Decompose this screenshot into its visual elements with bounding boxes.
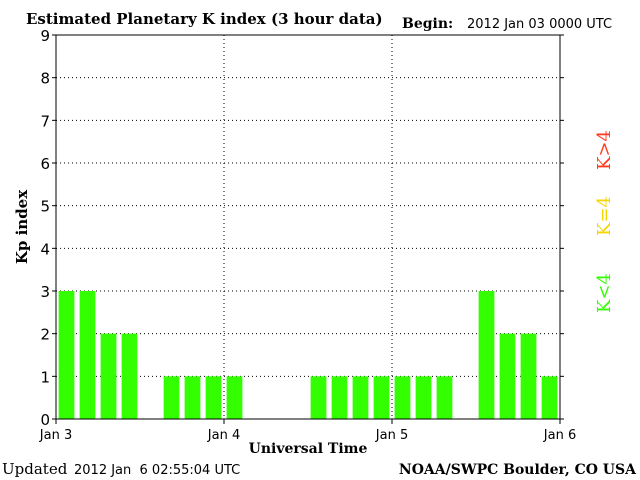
begin-label: Begin: [402,16,453,32]
y-tick-label: 7 [40,112,50,130]
y-tick-label: 5 [40,198,50,216]
kp-bar [310,376,327,419]
legend-k-greater-4: K>4 [594,130,615,170]
updated-value: 2012 Jan 6 02:55:04 UTC [74,463,240,478]
kp-bar [436,376,453,419]
bars [58,291,558,419]
x-tick-label: Jan 6 [543,428,576,443]
kp-bar [226,376,243,419]
kp-bar [184,376,201,419]
y-tick-label: 1 [40,368,50,386]
x-tick-label: Jan 3 [39,428,72,443]
x-axis-label: Universal Time [249,441,368,457]
y-tick-label: 8 [40,70,50,88]
kp-bar [163,376,180,419]
kp-bar [331,376,348,419]
kp-bar [58,291,75,419]
y-axis-label: Kp index [13,189,31,264]
y-tick-label: 6 [40,155,50,173]
y-tick-label: 9 [40,27,50,45]
legend-k-equal-4: K=4 [594,196,615,236]
legend-k-less-4: K<4 [594,273,615,313]
kp-bar [352,376,369,419]
y-axis-ticks: 0 1 2 3 4 5 6 7 8 9 [40,27,564,429]
kp-bar [100,333,117,419]
updated-label: Updated [2,460,68,478]
y-tick-label: 3 [40,283,50,301]
kp-bar [541,376,558,419]
y-tick-label: 2 [40,326,50,344]
source-credit: NOAA/SWPC Boulder, CO USA [399,462,637,478]
kp-bar [373,376,390,419]
kp-bar [205,376,222,419]
begin-value: 2012 Jan 03 0000 UTC [467,17,612,32]
x-tick-label: Jan 4 [207,428,240,443]
kp-bar [478,291,495,419]
plot-frame [55,34,561,420]
kp-bar [415,376,432,419]
kp-bar [121,333,138,419]
kp-bar [394,376,411,419]
y-tick-label: 4 [40,240,50,258]
kp-bar [79,291,96,419]
x-axis-ticks: Jan 3 Jan 4 Jan 5 Jan 6 [39,419,576,443]
kp-bar [499,333,516,419]
y-tick-label: 0 [40,411,50,429]
kp-bar [520,333,537,419]
chart-title: Estimated Planetary K index (3 hour data… [26,10,383,28]
x-tick-label: Jan 5 [375,428,408,443]
grid [56,35,560,419]
